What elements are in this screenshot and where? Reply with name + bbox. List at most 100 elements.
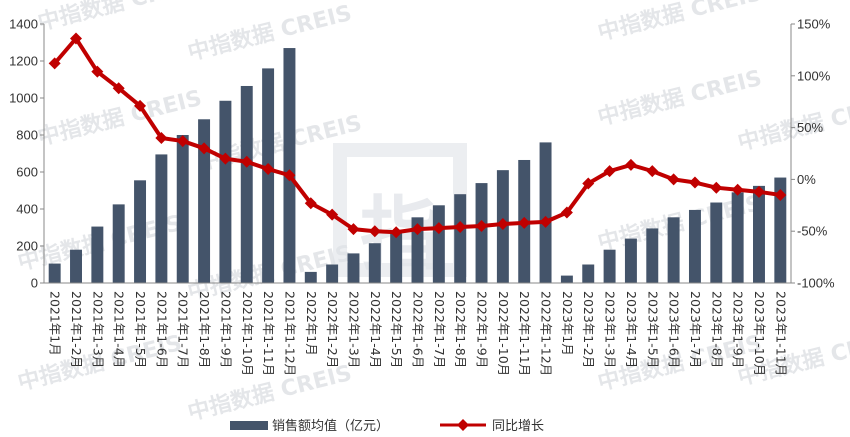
growth-point <box>112 82 125 95</box>
right-tick-label: -100% <box>797 276 835 291</box>
legend-line-label: 同比增长 <box>492 419 544 434</box>
bar <box>646 228 659 283</box>
x-tick-label: 2022年1-5月 <box>389 291 404 368</box>
bar <box>475 183 488 283</box>
x-tick-label: 2022年1-8月 <box>453 291 468 368</box>
x-tick-label: 2021年1-2月 <box>69 291 84 368</box>
bar <box>219 100 232 284</box>
growth-point <box>539 215 552 228</box>
legend: 销售额均值（亿元） 同比增长 <box>230 418 544 434</box>
growth-point <box>240 155 253 168</box>
growth-point <box>326 208 339 221</box>
x-tick-label: 2021年1-7月 <box>176 291 191 368</box>
x-tick-label: 2021年1-3月 <box>90 291 105 368</box>
bar <box>624 238 637 283</box>
growth-point <box>752 185 765 198</box>
bar <box>70 249 82 283</box>
left-tick-label: 1400 <box>9 17 38 32</box>
x-tick-label: 2023年1-6月 <box>667 291 682 368</box>
growth-point <box>710 181 723 194</box>
left-tick-label: 600 <box>16 165 38 180</box>
growth-point <box>48 57 61 70</box>
growth-point <box>262 163 275 176</box>
x-tick-label: 2023年1-3月 <box>603 291 618 368</box>
x-tick-label: 2022年1-11月 <box>517 291 532 376</box>
x-tick-label: 2023年1-9月 <box>731 291 746 368</box>
legend-bar-label: 销售额均值（亿元） <box>272 418 389 434</box>
left-tick-label: 200 <box>16 239 38 254</box>
bar <box>368 243 381 283</box>
left-tick-label: 400 <box>16 202 38 217</box>
growth-point <box>347 223 360 236</box>
x-tick-label: 2021年1-12月 <box>282 291 297 376</box>
bar <box>753 185 765 284</box>
legend-diamond-marker-icon <box>457 419 469 431</box>
right-tick-label: -50% <box>797 224 828 239</box>
x-tick-label: 2022年1月 <box>304 291 319 356</box>
axes-layer: 0 200 400 600 800 1000 1200 1400 -100% -50% 0% 50% 1… <box>9 17 835 291</box>
watermark-text: 中指数据 CREIS <box>595 0 764 46</box>
growth-point <box>731 183 744 196</box>
bar <box>283 48 296 283</box>
bar <box>347 253 360 283</box>
bar <box>112 204 125 284</box>
x-tick-label: 2022年1-3月 <box>346 291 361 368</box>
bar <box>539 142 552 283</box>
watermark-text: 中指数据 CREIS <box>185 0 354 66</box>
growth-point <box>198 142 211 155</box>
growth-point <box>603 165 616 178</box>
watermark-text: 中指数据 CREIS <box>595 65 764 131</box>
right-tick-label: 150% <box>797 17 831 32</box>
x-tick-label: 2023年1-11月 <box>773 291 788 376</box>
bar <box>91 226 104 283</box>
x-tick-label: 2022年1-7月 <box>432 291 447 368</box>
x-tick-label: 2022年1-9月 <box>475 291 490 368</box>
left-tick-label: 800 <box>16 128 38 143</box>
x-tick-label: 2022年1-6月 <box>411 291 426 368</box>
x-tick-label: 2023年1-5月 <box>645 291 660 368</box>
bar <box>304 271 317 283</box>
x-tick-label: 2021年1月 <box>48 291 63 356</box>
x-tick-label: 2021年1-10月 <box>240 291 255 376</box>
left-tick-label: 0 <box>31 276 38 291</box>
left-tick-label: 1000 <box>9 91 38 106</box>
x-tick-label: 2022年1-4月 <box>368 291 383 368</box>
watermark-text: 中指数据 CREIS <box>35 0 204 36</box>
left-tick-label: 1200 <box>9 54 38 69</box>
bar <box>731 192 744 283</box>
x-tick-label: 2023年1-2月 <box>581 291 596 368</box>
x-tick-label: 2022年1-2月 <box>325 291 340 368</box>
growth-point <box>411 223 424 236</box>
x-tick-label: 2021年1-4月 <box>112 291 127 368</box>
bar <box>560 275 573 283</box>
growth-point <box>496 217 509 230</box>
x-tick-label: 2023年1-10月 <box>752 291 767 376</box>
growth-point <box>774 188 787 201</box>
growth-point <box>91 65 104 78</box>
growth-point <box>624 158 637 171</box>
bar <box>688 209 701 283</box>
bar <box>155 154 168 283</box>
bar <box>432 205 445 283</box>
bar <box>774 177 787 283</box>
growth-line-layer <box>48 32 787 239</box>
legend-bar-swatch-icon <box>230 421 268 430</box>
right-tick-label: 0% <box>797 172 816 187</box>
growth-point <box>582 177 595 190</box>
watermark-text: 中指数据 CREIS <box>735 90 850 156</box>
x-tick-label: 2023年1-7月 <box>688 291 703 368</box>
bar <box>198 119 211 283</box>
x-tick-label: 2022年1-10月 <box>496 291 511 376</box>
bar <box>454 194 467 283</box>
bars-layer <box>48 48 787 284</box>
right-tick-label: 100% <box>797 68 831 83</box>
x-tick-label: 2023年1-4月 <box>624 291 639 368</box>
growth-point <box>70 32 83 45</box>
x-tick-label: 2021年1-8月 <box>197 291 212 368</box>
x-tick-label: 2021年1-5月 <box>133 291 148 368</box>
x-tick-label: 2021年1-9月 <box>218 291 233 368</box>
right-tick-label: 50% <box>797 120 823 135</box>
growth-point <box>454 221 467 234</box>
bar <box>390 231 403 283</box>
